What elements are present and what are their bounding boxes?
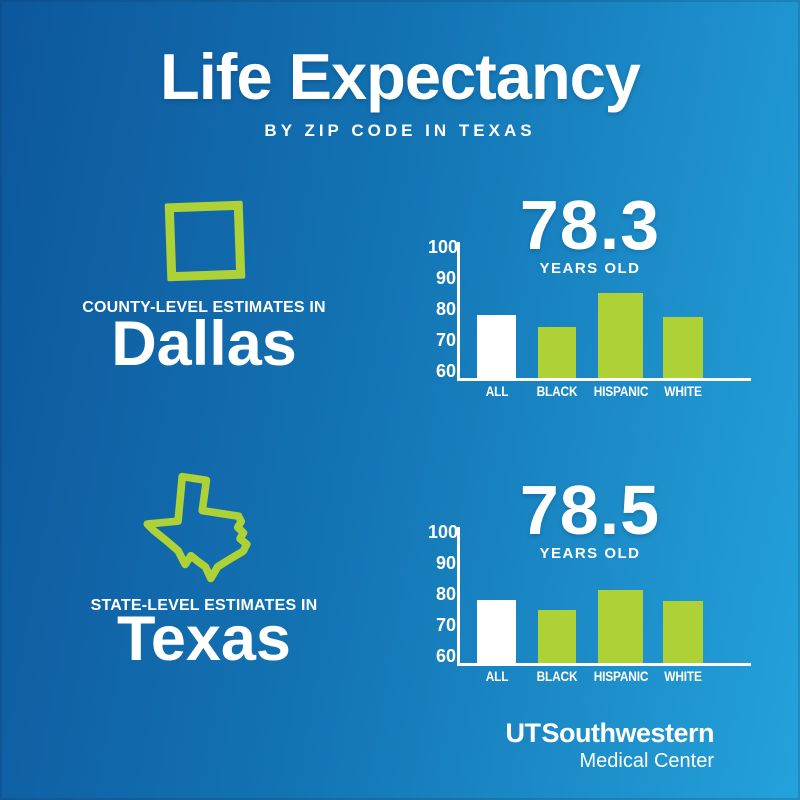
texas-headline-value: 78.5: [519, 471, 661, 549]
bar-label-black: BLACK: [536, 669, 578, 684]
texas-eyebrow: STATE-LEVEL ESTIMATES IN: [90, 597, 318, 614]
page-subtitle: BY ZIP CODE IN TEXAS: [264, 121, 536, 140]
bar-black: [538, 610, 576, 663]
texas-headline-unit: YEARS OLD: [539, 545, 641, 562]
utsw-logo-southwestern: Southwestern: [541, 718, 714, 748]
y-axis-tick-60: 60: [435, 646, 456, 666]
dallas-plot-area: 100 90 80 70 60 ALL BLACK HISPANIC WHITE: [428, 190, 760, 412]
bar-label-hispanic: HISPANIC: [593, 384, 648, 399]
bar-white: [663, 601, 703, 663]
page-title: Life Expectancy: [160, 40, 641, 113]
texas-bar-chart: 78.5 YEARS OLD 100 90 80 70 60 ALL BLACK HISPAN…: [428, 471, 760, 697]
bar-label-black: BLACK: [536, 384, 578, 399]
utsw-logo-medical-center: Medical Center: [579, 750, 714, 772]
y-axis-tick-60: 60: [435, 361, 456, 381]
bar-label-hispanic: HISPANIC: [593, 669, 648, 684]
y-axis-tick-90: 90: [435, 268, 456, 288]
bar-label-white: WHITE: [664, 669, 702, 684]
y-axis-tick-70: 70: [435, 615, 456, 635]
y-axis-tick-90: 90: [435, 553, 456, 573]
bar-label-all: ALL: [485, 384, 508, 399]
bar-all: [477, 600, 516, 663]
y-axis-tick-80: 80: [435, 584, 456, 604]
texas-outline-icon: [143, 472, 251, 583]
bar-label-white: WHITE: [664, 384, 702, 399]
utsw-logo-wordmark: UTSouthwestern: [505, 720, 714, 747]
texas-region-name: Texas: [117, 604, 291, 674]
x-axis-line: [457, 663, 751, 666]
dallas-region-name: Dallas: [111, 309, 297, 379]
utsw-logo: UTSouthwestern Medical Center: [505, 720, 714, 772]
dallas-bar-chart: 78.3 YEARS OLD 100 90 80 70 60 ALL BLACK HISPAN…: [428, 186, 760, 412]
dallas-eyebrow: COUNTY-LEVEL ESTIMATES IN: [82, 299, 326, 316]
y-axis-line: [457, 242, 460, 381]
bar-hispanic: [598, 590, 643, 663]
dallas-headline-value: 78.3: [519, 186, 661, 264]
bar-label-all: ALL: [485, 669, 508, 684]
y-axis-tick-80: 80: [435, 299, 456, 319]
y-axis-tick-100: 100: [428, 237, 459, 257]
y-axis-tick-100: 100: [428, 522, 459, 542]
x-axis-line: [457, 378, 751, 381]
texas-plot-area: 100 90 80 70 60 ALL BLACK HISPANIC WHITE: [428, 475, 760, 697]
utsw-logo-ut: UT: [505, 718, 541, 748]
dallas-headline-unit: YEARS OLD: [539, 260, 641, 277]
bar-black: [538, 327, 576, 378]
county-square-icon: [164, 200, 246, 282]
y-axis-tick-70: 70: [435, 330, 456, 350]
y-axis-line: [457, 527, 460, 666]
bar-all: [477, 315, 516, 378]
bar-hispanic: [598, 293, 643, 378]
bar-white: [663, 317, 703, 378]
